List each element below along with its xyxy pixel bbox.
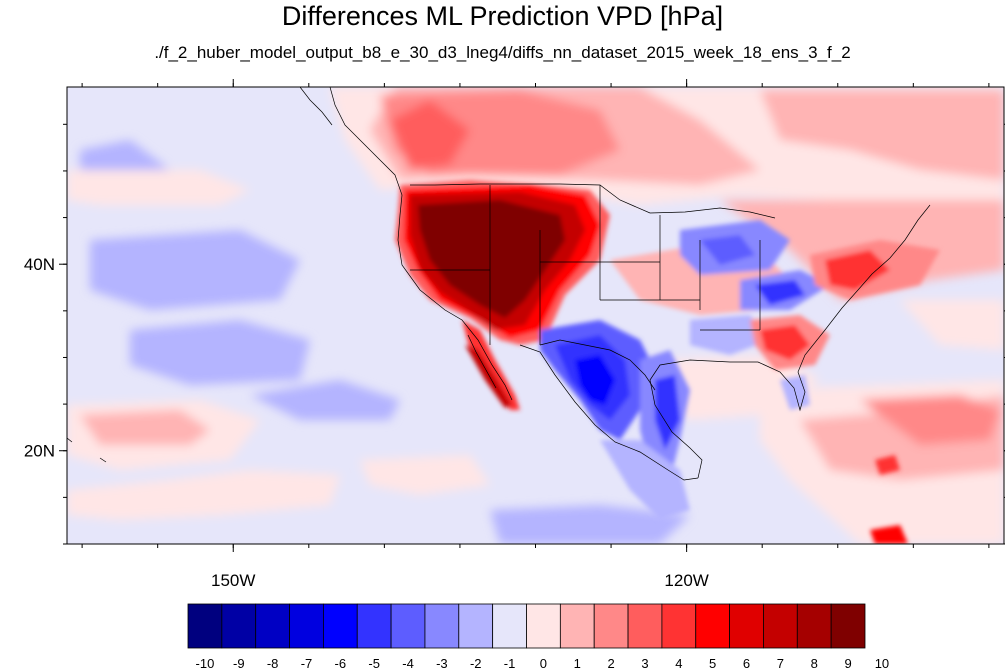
colorbar-swatch — [289, 603, 324, 649]
colorbar-swatch — [221, 603, 257, 649]
colorbar-label: -9 — [233, 656, 245, 671]
map-plot-area — [67, 87, 1004, 544]
colorbar-label: -10 — [196, 656, 215, 671]
map-title: Differences ML Prediction VPD [hPa] — [281, 1, 724, 31]
lat-tick-label: 40N — [24, 255, 55, 274]
colorbar-swatch — [187, 603, 223, 649]
colorbar-swatch — [458, 603, 494, 649]
colorbar-label: -8 — [267, 656, 279, 671]
colorbar-swatch — [763, 603, 798, 649]
colorbar-label: 10 — [875, 656, 889, 671]
map-axes: 150W120W90W40N20N — [24, 79, 1005, 590]
colorbar-swatch — [559, 603, 595, 649]
difference-field-broad — [67, 87, 1004, 544]
colorbar-label: 6 — [743, 656, 750, 671]
colorbar-swatch — [661, 603, 697, 649]
lat-tick-label: 20N — [24, 442, 55, 461]
lon-tick-label: 120W — [664, 571, 708, 590]
colorbar-swatch — [424, 603, 460, 649]
colorbar-label: 4 — [675, 656, 682, 671]
colorbar-swatch — [593, 603, 629, 649]
map-subtitle: ./f_2_huber_model_output_b8_e_30_d3_lneg… — [154, 43, 851, 62]
colorbar-swatch — [627, 603, 663, 649]
colorbar-label: -2 — [470, 656, 482, 671]
colorbar-label: -4 — [402, 656, 414, 671]
colorbar-label: 0 — [540, 656, 547, 671]
colorbar-label: 7 — [777, 656, 784, 671]
colorbar-label: -7 — [301, 656, 313, 671]
colorbar-swatch — [729, 603, 764, 649]
lon-tick-label: 150W — [211, 571, 255, 590]
colorbar-swatch — [796, 603, 832, 649]
coastlines-and-borders — [67, 87, 931, 481]
colorbar-label: -1 — [504, 656, 516, 671]
colorbar-swatch — [830, 603, 866, 649]
colorbar-label: 1 — [574, 656, 581, 671]
colorbar-swatch — [322, 603, 358, 649]
colorbar-label: -6 — [335, 656, 347, 671]
colorbar-swatch — [526, 603, 561, 649]
colorbar-label: 8 — [811, 656, 818, 671]
difference-field-detail — [395, 180, 940, 544]
colorbar-label: -3 — [436, 656, 448, 671]
colorbar-swatch — [695, 603, 730, 649]
colorbar-label: 3 — [641, 656, 648, 671]
colorbar: -10 -9 -8 -7 -6 -5 -4 -3 -2 -1 0 1 2 3 4 5 6 7 8 9 10 — [187, 603, 889, 671]
colorbar-label: 9 — [844, 656, 851, 671]
colorbar-label: -5 — [368, 656, 380, 671]
colorbar-swatch — [255, 603, 290, 649]
colorbar-swatch — [492, 603, 527, 649]
colorbar-swatch — [356, 603, 392, 649]
colorbar-label: 5 — [709, 656, 716, 671]
colorbar-swatch — [390, 603, 426, 649]
colorbar-label: 2 — [608, 656, 615, 671]
